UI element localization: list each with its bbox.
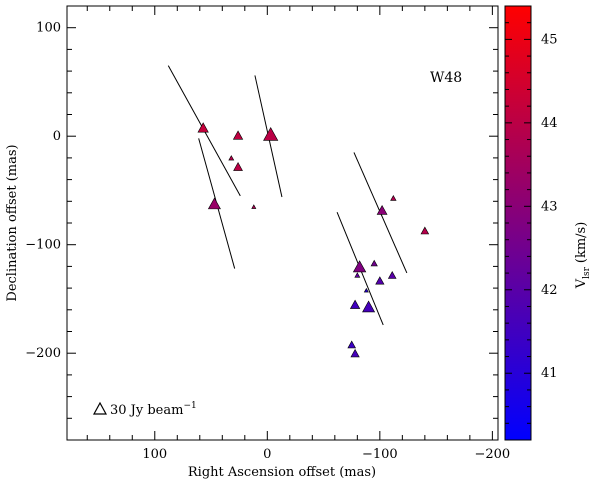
colorbar-ticks: 41 42 43 44 45 (505, 22, 558, 441)
proper-motion-lines (167, 65, 408, 326)
y-tick-label: 100 (36, 21, 61, 36)
axis-ticks: 100 0 −100 −200 100 0 −100 −200 (25, 5, 511, 462)
x-tick-label: −200 (475, 447, 511, 462)
x-tick-label: 0 (263, 447, 271, 462)
maser-spot (350, 348, 360, 358)
x-tick-label: −100 (362, 447, 398, 462)
maser-spot (375, 276, 385, 285)
y-tick-label: 0 (53, 129, 61, 144)
legend-triangle-icon (92, 401, 108, 415)
maser-spot (390, 195, 397, 201)
maser-spot (363, 287, 369, 293)
legend-superscript: −1 (183, 401, 196, 411)
maser-spot (376, 204, 388, 215)
y-tick-label: −200 (25, 346, 61, 361)
colorbar-label-sub: lsr (582, 266, 592, 278)
maser-spot (420, 226, 430, 235)
colorbar-label-unit: (km/s) (574, 222, 589, 263)
maser-spot (362, 300, 376, 313)
maser-spot (251, 204, 257, 209)
maser-spot (228, 155, 235, 161)
x-axis-label: Right Ascension offset (mas) (188, 465, 376, 480)
colorbar-label: Vlsr (km/s) (574, 222, 592, 290)
legend-text: 30 Jy beam−1 (110, 401, 197, 418)
legend-label: 30 Jy beam (110, 403, 183, 418)
colorbar-label-main: V (574, 278, 589, 289)
maser-spot (233, 162, 243, 171)
maser-spot (349, 299, 361, 309)
maser-spot (387, 271, 397, 279)
maser-spot (197, 122, 209, 133)
y-tick-label: −100 (25, 238, 61, 253)
colorbar-tick-label: 42 (541, 283, 558, 298)
chart-title: W48 (430, 70, 462, 86)
colorbar-tick-label: 43 (541, 199, 558, 214)
maser-spots (197, 122, 430, 358)
x-tick-label: 100 (142, 447, 167, 462)
legend: 30 Jy beam−1 (92, 401, 197, 418)
maser-spot (347, 340, 357, 349)
colorbar-tick-label: 41 (541, 366, 558, 381)
maser-spot (207, 197, 221, 210)
colorbar: 41 42 43 44 45 Vlsr (km/s) (504, 5, 592, 441)
y-axis-label: Declination offset (mas) (5, 144, 20, 301)
maser-spot (352, 260, 367, 273)
maser-spot (370, 259, 378, 267)
maser-spot (263, 127, 279, 141)
maser-spot (354, 272, 361, 278)
maser-spot (232, 130, 244, 140)
colorbar-tick-label: 45 (541, 32, 558, 47)
colorbar-tick-label: 44 (541, 116, 558, 131)
